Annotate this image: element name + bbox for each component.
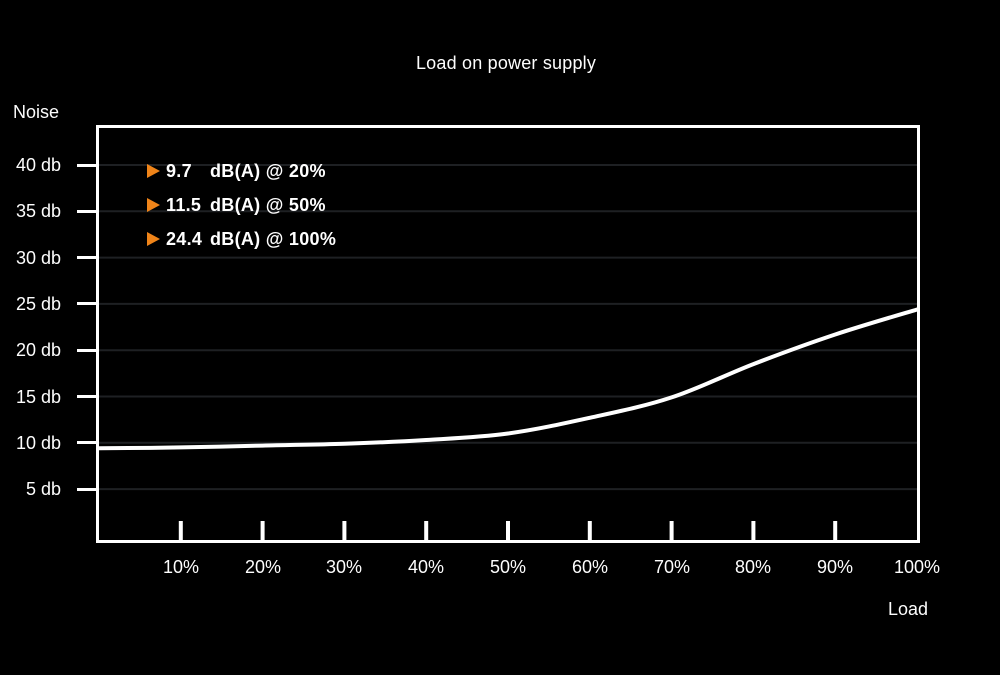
x-tick-label: 60% [571,557,609,577]
arrow-right-icon [147,232,160,246]
x-tick-mark [342,521,347,540]
x-axis-title: Load [888,599,929,619]
y-tick-mark [77,256,96,260]
annotation-value: 9.7 [166,160,192,181]
y-tick-label: 40 db [15,155,61,175]
x-tick-label: 100% [893,557,941,577]
x-tick-label: 80% [734,557,772,577]
annotation-value: 24.4 [166,228,203,249]
annotation-row: 9.7 dB(A) @ 20% [147,154,336,188]
y-tick-mark [77,348,96,352]
x-tick-mark [751,521,756,540]
y-tick-mark [77,163,96,167]
plot-area: 9.7 dB(A) @ 20% 11.5 dB(A) @ 50% 24.4 dB(A) @… [16,125,940,577]
annotation-value: 11.5 [166,194,202,215]
x-tick-mark [506,521,510,540]
x-tick-label: 30% [325,557,363,577]
y-tick-mark [77,209,96,213]
noise-curve [99,307,917,451]
x-tick-mark [260,521,265,540]
annotation-suffix: dB(A) @ 20% [210,160,326,181]
y-tick-mark [77,487,96,491]
x-tick-label: 90% [816,557,854,577]
y-tick-mark [77,395,96,398]
annotation-list: 9.7 dB(A) @ 20% 11.5 dB(A) @ 50% 24.4 dB(A) @… [147,154,336,256]
x-tick-label: 50% [489,557,527,577]
y-tick-label: 20 db [15,340,61,361]
x-tick-label: 10% [162,557,200,577]
arrow-right-icon [147,198,160,212]
x-tick-label: 20% [244,557,282,577]
y-tick-label: 10 db [15,432,61,453]
chart-title: Load on power supply [415,53,597,73]
y-axis-title: Noise [13,102,60,122]
arrow-right-icon [147,164,160,178]
annotation-row: 24.4 dB(A) @ 100% [147,222,336,256]
y-tick-label: 5 db [25,479,61,500]
y-tick-mark [77,302,96,306]
x-tick-mark [178,521,183,540]
x-tick-mark [669,521,674,540]
x-tick-label: 70% [653,557,691,577]
annotation-suffix: dB(A) @ 100% [210,228,337,249]
x-tick-label: 40% [407,557,445,577]
y-tick-label: 35 db [15,201,61,222]
y-tick-label: 25 db [15,293,61,314]
y-tick-label: 30 db [15,247,61,268]
annotation-suffix: dB(A) @ 50% [210,194,326,215]
y-tick-mark [77,441,96,445]
y-tick-label: 15 db [15,386,61,407]
plot-graphics [99,164,917,540]
x-tick-mark [833,521,838,540]
x-tick-mark [587,521,592,540]
x-tick-mark [424,521,429,540]
annotation-row: 11.5 dB(A) @ 50% [147,188,336,222]
